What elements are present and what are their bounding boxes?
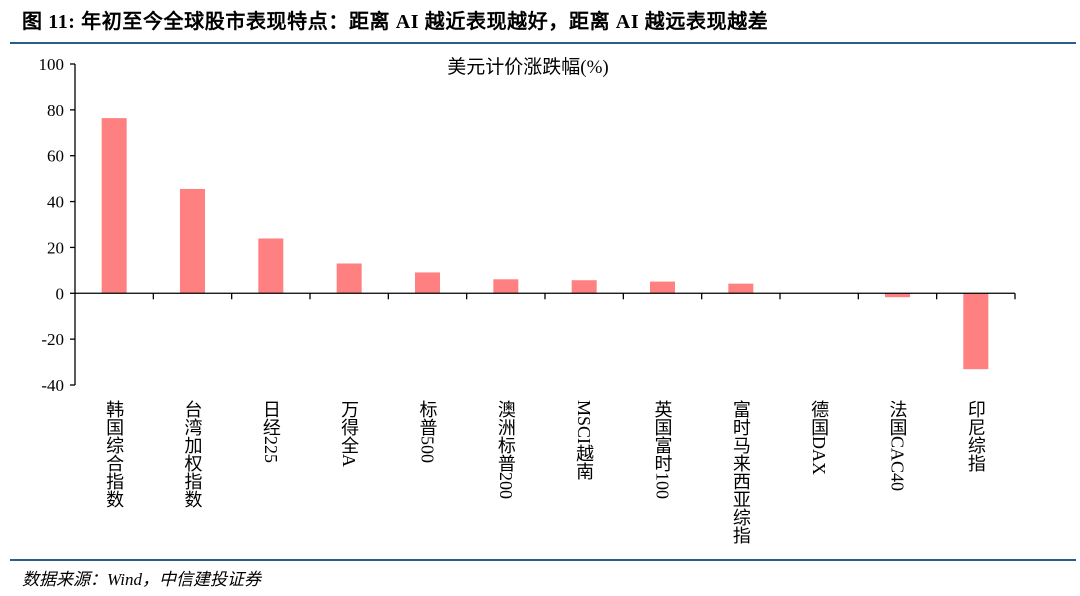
top-rule [10, 42, 1076, 44]
y-tick-label: 20 [47, 238, 64, 257]
y-tick-label: 80 [47, 101, 64, 120]
bar [336, 263, 362, 294]
category-label: 英国富时100 [652, 400, 673, 499]
bar [728, 283, 754, 294]
category-label: 德国DAX [809, 400, 830, 475]
bar [101, 118, 127, 294]
category-label: 富时马来西亚综指 [730, 400, 751, 544]
y-tick-label: 0 [56, 284, 65, 303]
category-label: 日经225 [260, 400, 281, 463]
category-label: 韩国综合指数 [104, 400, 125, 508]
category-label: 万得全A [339, 400, 360, 467]
y-tick-label: 40 [47, 193, 64, 212]
bar [650, 281, 675, 294]
figure-title: 图 11: 年初至今全球股市表现特点：距离 AI 越近表现越好，距离 AI 越远… [22, 11, 769, 33]
bar-chart: 美元计价涨跌幅(%) -40 -20 0 20 40 60 80 100 韩国综合指数 台湾加权… [39, 55, 1016, 544]
category-label: 法国CAC40 [887, 400, 908, 492]
category-label: 澳洲标普200 [495, 400, 516, 499]
y-tick-label: -40 [41, 376, 64, 395]
category-label: 标普500 [417, 400, 438, 463]
category-label: MSCI越南 [574, 400, 595, 481]
source-note: 数据来源：Wind，中信建投证券 [22, 570, 261, 589]
bar [180, 188, 205, 294]
category-label: 印尼综指 [965, 400, 986, 472]
bar [885, 293, 910, 298]
bottom-rule [10, 559, 1076, 561]
category-label: 台湾加权指数 [182, 400, 203, 508]
y-tick-label: 60 [47, 147, 64, 166]
bar [571, 280, 597, 294]
bar [493, 279, 519, 294]
chart-title: 美元计价涨跌幅(%) [447, 56, 608, 78]
chart-plot: 美元计价涨跌幅(%) -40 -20 0 20 40 60 80 100 [39, 55, 1016, 395]
bar [415, 272, 440, 294]
bar [258, 238, 284, 294]
y-tick-label: -20 [41, 330, 64, 349]
bar [963, 293, 989, 370]
y-tick-label: 100 [39, 55, 65, 74]
